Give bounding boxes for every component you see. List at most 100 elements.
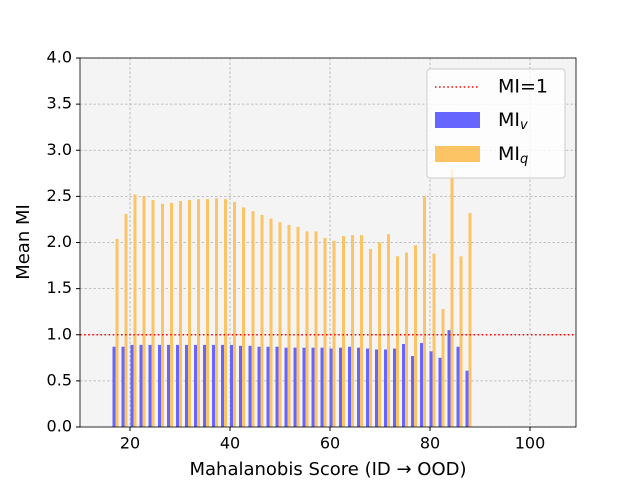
bar: [224, 199, 227, 427]
bar: [115, 238, 119, 427]
bar: [257, 346, 261, 427]
legend-subscript: q: [520, 152, 528, 167]
bar: [161, 203, 164, 427]
bar: [302, 347, 306, 427]
bar: [441, 308, 445, 427]
bar: [423, 196, 426, 427]
legend-label: MIv: [498, 109, 528, 133]
bar: [296, 226, 300, 427]
bar: [311, 347, 315, 427]
bar: [465, 370, 469, 427]
bar: [185, 344, 188, 427]
legend-subscript: v: [520, 118, 528, 133]
bar: [456, 346, 460, 427]
bar: [320, 347, 324, 427]
bar: [275, 346, 279, 427]
bar: [197, 199, 200, 427]
x-tick-label: 60: [320, 434, 340, 453]
bar: [411, 355, 414, 427]
y-tick-label: 3.0: [47, 140, 72, 159]
bar: [239, 345, 242, 427]
bar: [230, 344, 233, 427]
x-tick-label: 40: [220, 434, 240, 453]
bar: [151, 200, 155, 427]
bar: [248, 345, 252, 427]
bar: [447, 330, 451, 427]
bar: [221, 344, 224, 427]
bar: [459, 256, 463, 427]
bar: [112, 346, 116, 427]
bar: [384, 349, 387, 427]
bar: [414, 245, 417, 427]
bar: [287, 224, 291, 427]
y-tick-label: 4.0: [47, 48, 72, 67]
legend-swatch: [435, 146, 480, 162]
bar: [176, 344, 179, 427]
bar: [206, 199, 209, 427]
y-tick-label: 3.5: [47, 94, 72, 113]
bar: [468, 212, 472, 427]
bar: [167, 344, 170, 427]
bar: [314, 231, 318, 427]
bar: [212, 344, 215, 427]
bar: [366, 348, 369, 427]
bar: [266, 346, 270, 427]
bar: [375, 349, 378, 427]
bar: [450, 168, 454, 427]
bar: [432, 253, 436, 427]
bar: [405, 252, 408, 427]
x-axis-label: Mahalanobis Score (ID → OOD): [189, 459, 466, 480]
bar: [329, 348, 333, 427]
bar: [194, 344, 197, 427]
bar: [133, 194, 137, 427]
bar: [142, 196, 146, 427]
bar: [158, 344, 161, 427]
bar: [429, 351, 433, 427]
bar: [284, 347, 288, 427]
legend-name: MI: [498, 109, 520, 131]
y-tick-label: 1.0: [47, 324, 72, 343]
bar: [269, 218, 273, 427]
bar: [293, 347, 297, 427]
bar: [369, 248, 372, 427]
y-tick-label: 1.5: [47, 278, 72, 297]
bar: [348, 346, 351, 427]
y-axis-label: Mean MI: [13, 204, 34, 280]
bar: [360, 235, 363, 427]
x-tick-label: 100: [515, 434, 546, 453]
bar: [420, 343, 423, 427]
bar: [342, 236, 345, 427]
x-tick-label: 80: [420, 434, 440, 453]
bar: [148, 344, 152, 427]
bar: [332, 240, 336, 427]
bar: [170, 202, 173, 427]
y-tick-label: 0.5: [47, 370, 72, 389]
bar: [242, 207, 245, 427]
bar: [357, 347, 360, 427]
bar: [339, 347, 342, 427]
legend-name: MI: [498, 143, 520, 165]
bar: [402, 343, 405, 427]
bar: [260, 214, 264, 427]
bar: [387, 234, 390, 427]
plot-frame: [79, 57, 577, 428]
legend-label: MI=1: [498, 76, 548, 98]
y-tick-label: 0.0: [47, 417, 72, 436]
bar: [233, 201, 236, 427]
bar: [203, 344, 206, 427]
bar: [351, 235, 354, 427]
bar: [438, 357, 442, 427]
bar: [130, 344, 134, 427]
bar: [121, 346, 125, 427]
bar: [323, 237, 327, 427]
y-tick-label: 2.5: [47, 186, 72, 205]
y-tick-label: 2.0: [47, 232, 72, 251]
bar: [124, 213, 128, 427]
bar: [393, 348, 396, 427]
bar: [179, 200, 182, 427]
bar: [278, 222, 282, 427]
bar: [251, 211, 255, 427]
bar: [139, 344, 143, 427]
bar: [396, 256, 399, 427]
